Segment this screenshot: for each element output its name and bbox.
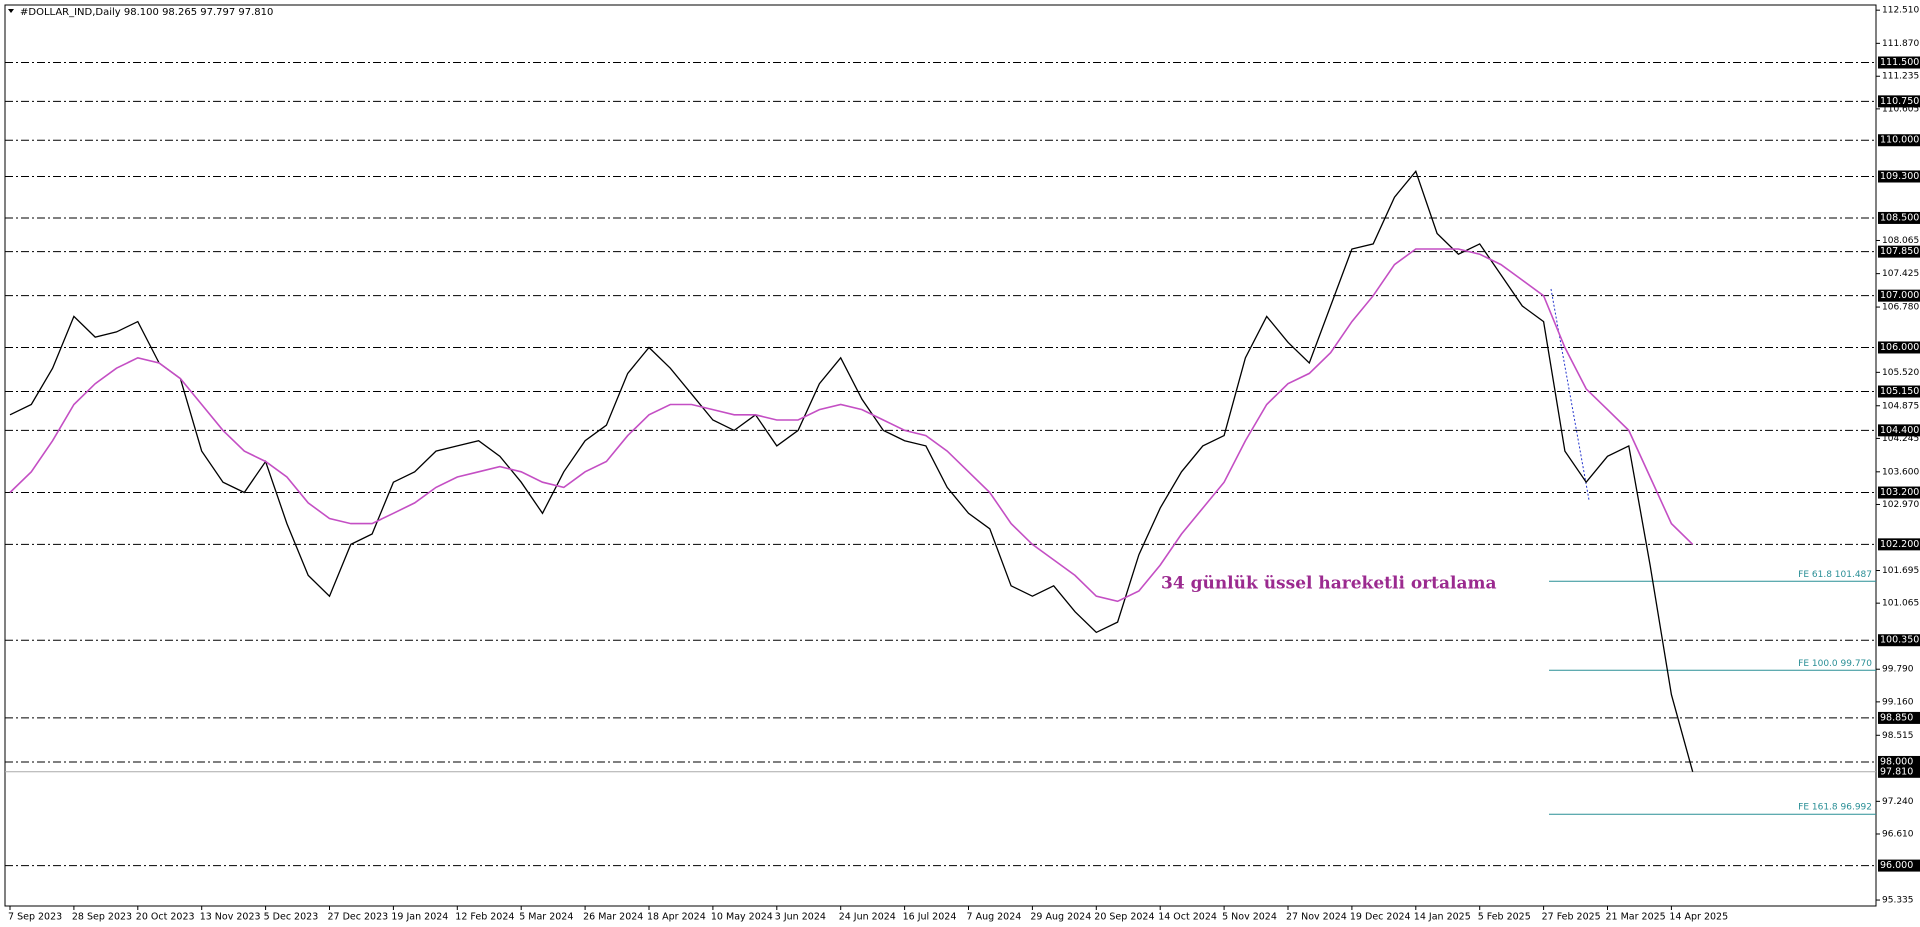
level-label: 110.750 [1880,96,1919,107]
x-tick-label: 5 Dec 2023 [264,912,319,923]
level-label: 109.300 [1880,171,1919,182]
y-tick-label: 98.515 [1882,731,1914,741]
y-tick-label: 110.605 [1882,104,1919,114]
x-tick-label: 5 Feb 2025 [1478,912,1531,923]
y-tick-label: 101.695 [1882,566,1919,576]
x-tick-label: 28 Sep 2023 [72,912,132,923]
y-tick-label: 104.875 [1882,401,1919,411]
level-tag [1878,245,1920,258]
fib-label: FE 161.8 96.992 [1798,803,1872,813]
y-tick-label: 97.240 [1882,797,1914,807]
y-tick-label: 103.600 [1882,467,1919,477]
x-tick-label: 29 Aug 2024 [1030,912,1091,923]
level-tag [1878,859,1920,872]
y-tick-label: 111.235 [1882,72,1919,82]
x-tick-label: 19 Dec 2024 [1350,912,1411,923]
y-tick-label: 104.245 [1882,434,1919,444]
x-tick-label: 21 Mar 2025 [1606,912,1666,923]
level-tag [1878,170,1920,183]
level-label: 111.500 [1880,57,1919,68]
x-tick-label: 27 Dec 2023 [328,912,389,923]
y-tick-label: 107.425 [1882,269,1919,279]
y-tick-label: 105.520 [1882,368,1919,378]
x-tick-label: 10 May 2024 [711,912,773,923]
y-tick-label: 99.790 [1882,665,1914,675]
chart-title: #DOLLAR_IND,Daily 98.100 98.265 97.797 9… [20,7,273,18]
y-tick-label: 96.610 [1882,829,1914,839]
level-tag [1878,134,1920,147]
level-label: 106.000 [1880,342,1919,353]
x-tick-label: 5 Mar 2024 [519,912,573,923]
x-tick-label: 14 Oct 2024 [1158,912,1217,923]
y-tick-label: 101.065 [1882,599,1919,609]
menu-arrow[interactable] [8,9,14,13]
x-tick-label: 18 Apr 2024 [647,912,706,923]
y-tick-label: 111.870 [1882,39,1919,49]
x-tick-label: 12 Feb 2024 [455,912,514,923]
y-tick-label: 106.780 [1882,303,1919,313]
level-tag [1878,538,1920,551]
x-tick-label: 16 Jul 2024 [903,912,957,923]
level-tag [1878,56,1920,69]
current-price-tag [1878,765,1920,778]
fib-label: FE 100.0 99.770 [1798,659,1872,669]
level-label: 105.150 [1880,386,1919,397]
level-tag [1878,424,1920,437]
price-line [9,169,1694,772]
level-label: 100.350 [1880,635,1919,646]
fib-label: FE 61.8 101.487 [1798,570,1872,580]
x-tick-label: 24 Jun 2024 [839,912,896,923]
level-tag [1878,385,1920,398]
level-label: 107.850 [1880,246,1919,257]
x-tick-label: 14 Jan 2025 [1414,912,1471,923]
level-label: 108.500 [1880,212,1919,223]
level-tag [1878,755,1920,768]
price-line [9,248,1694,603]
level-tag [1878,289,1920,302]
level-tag [1878,341,1920,354]
x-tick-label: 3 Jun 2024 [775,912,826,923]
y-tick-label: 95.335 [1882,896,1914,906]
y-tick-label: 108.065 [1882,236,1919,246]
level-tag [1878,486,1920,499]
current-price-label: 97.810 [1880,766,1913,777]
level-label: 96.000 [1880,860,1913,871]
level-label: 110.000 [1880,135,1919,146]
x-tick-label: 14 Apr 2025 [1669,912,1728,923]
level-label: 103.200 [1880,487,1919,498]
x-tick-label: 13 Nov 2023 [200,912,261,923]
fibo-trend [1550,288,1590,501]
level-tag [1878,634,1920,647]
annotation: 34 günlük üssel hareketli ortalama [1161,574,1496,594]
level-tag [1878,95,1920,108]
x-tick-label: 20 Oct 2023 [136,912,195,923]
level-label: 98.000 [1880,756,1913,767]
y-tick-label: 112.510 [1882,6,1919,16]
y-tick-label: 99.160 [1882,697,1914,707]
x-tick-label: 19 Jan 2024 [391,912,448,923]
x-tick-label: 7 Aug 2024 [967,912,1022,923]
y-tick-label: 102.970 [1882,500,1919,510]
x-tick-label: 27 Nov 2024 [1286,912,1347,923]
level-tag [1878,711,1920,724]
x-tick-label: 5 Nov 2024 [1222,912,1277,923]
level-label: 104.400 [1880,425,1919,436]
x-tick-label: 26 Mar 2024 [583,912,643,923]
level-tag [1878,211,1920,224]
x-tick-label: 27 Feb 2025 [1542,912,1601,923]
x-tick-label: 7 Sep 2023 [8,912,62,923]
level-label: 102.200 [1880,539,1919,550]
level-label: 98.850 [1880,712,1913,723]
level-label: 107.000 [1880,290,1919,301]
plot-frame [4,4,1877,907]
x-tick-label: 20 Sep 2024 [1094,912,1154,923]
